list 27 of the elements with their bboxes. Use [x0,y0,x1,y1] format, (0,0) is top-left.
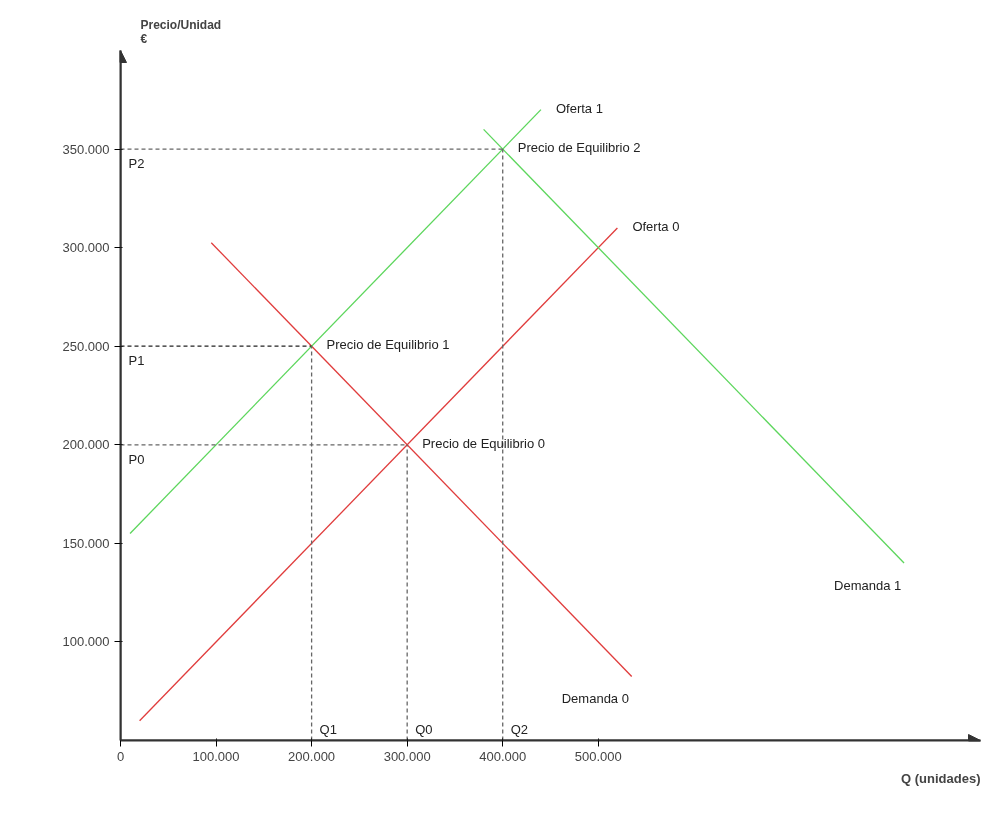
series-label: Demanda 1 [834,578,902,594]
y-tick-label: 200.000 [62,437,110,453]
x-tick-label: 100.000 [192,748,240,764]
x-tick-label: 300.000 [383,748,431,764]
annotation: Precio de Equilibrio 0 [422,435,546,451]
x-tick-label: 500.000 [574,748,622,764]
y-tick-label: 250.000 [62,338,110,354]
y-tick-label: 350.000 [62,141,110,157]
annotation: P1 [128,353,145,369]
annotation: Q0 [415,721,433,737]
y-tick-label: 300.000 [62,240,110,256]
y-tick-label: 100.000 [62,634,110,650]
x-axis-title: Q (unidades) [901,770,981,786]
x-tick-label: 0 [116,748,125,764]
annotation: P2 [128,156,145,172]
annotation: Precio de Equilibrio 1 [326,337,450,353]
y-tick-label: 150.000 [62,535,110,551]
annotation: Q1 [319,721,337,737]
x-tick-label: 200.000 [288,748,336,764]
annotation: Precio de Equilibrio 2 [517,140,641,156]
series-label: Oferta 0 [632,218,680,234]
series-label: Demanda 0 [561,691,629,707]
x-tick-label: 400.000 [479,748,527,764]
annotation: P0 [128,451,145,467]
annotation: Q2 [510,721,529,737]
y-axis-title: Precio/Unidad € [140,17,222,46]
series-label: Oferta 1 [555,100,603,116]
